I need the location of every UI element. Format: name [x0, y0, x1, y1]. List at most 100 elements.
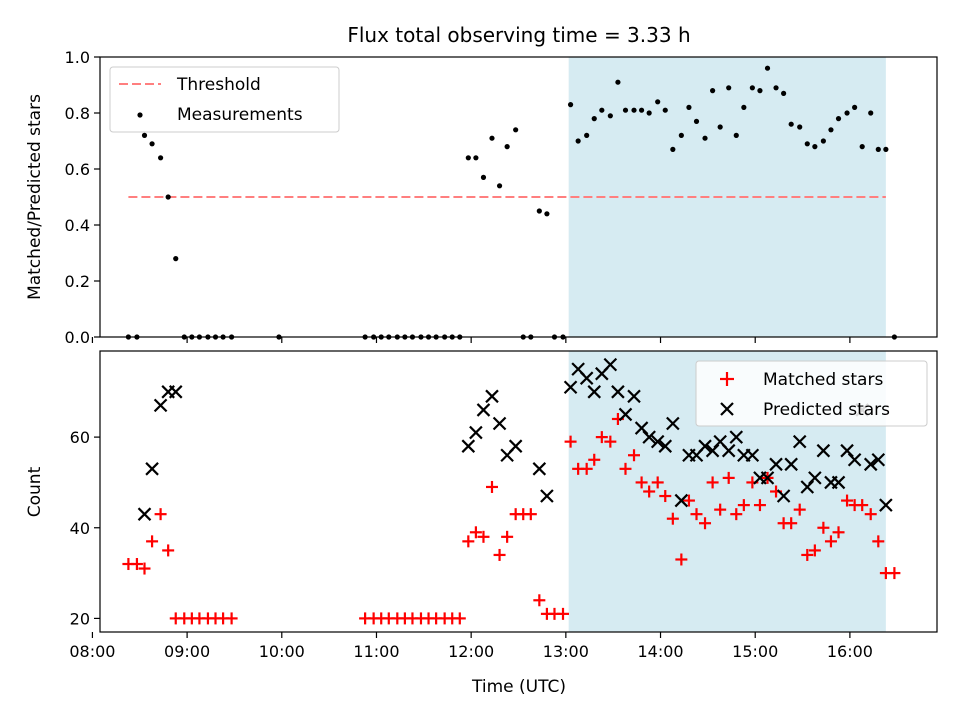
predicted-star-point — [469, 425, 483, 440]
predicted-star-point — [145, 462, 159, 476]
matched-star-point — [832, 526, 845, 539]
measurement-point — [844, 110, 850, 116]
y-tick-label: 1.0 — [65, 48, 90, 67]
measurement-point — [513, 127, 519, 133]
matched-star-point — [730, 508, 743, 521]
x-tick-label: 15:00 — [732, 642, 778, 661]
predicted-star-point — [508, 439, 523, 453]
matched-star-point — [817, 521, 830, 534]
matched-star-point — [666, 512, 679, 525]
predicted-star-point — [627, 389, 641, 404]
measurement-point — [702, 135, 708, 141]
matched-star-point — [808, 544, 821, 557]
matched-star-point — [872, 535, 885, 548]
predicted-star-point — [674, 493, 689, 508]
predicted-star-point — [863, 457, 878, 472]
x-tick-label: 08:00 — [69, 642, 115, 661]
matched-star-point — [753, 499, 766, 512]
top-legend-box — [109, 66, 340, 133]
predicted-star-point — [563, 380, 578, 395]
measurement-point — [686, 104, 692, 110]
measurement-point — [504, 144, 510, 150]
measurement-point — [599, 107, 605, 113]
y-tick-label: 0.2 — [65, 272, 90, 291]
predicted-star-point — [776, 489, 791, 503]
y-tick-label: 60 — [70, 428, 90, 447]
predicted-star-point — [579, 371, 594, 385]
measurement-point — [868, 110, 874, 116]
x-tick-label: 14:00 — [637, 642, 683, 661]
predicted-star-point — [729, 430, 744, 444]
predicted-star-point — [808, 471, 822, 485]
measurement-point — [693, 118, 700, 124]
matched-star-point — [722, 471, 735, 484]
predicted-star-point — [769, 457, 783, 472]
measurement-point — [615, 79, 621, 85]
bottom-legend: Matched stars Predicted stars — [695, 360, 928, 427]
predicted-star-point — [153, 398, 168, 413]
predicted-star-point — [532, 462, 547, 476]
matched-star-point — [801, 548, 814, 561]
y-tick-label: 0.8 — [65, 104, 90, 123]
matched-star-point — [225, 612, 238, 625]
matched-star-point — [162, 544, 175, 557]
measurement-point — [710, 88, 716, 94]
matched-star-point — [462, 535, 475, 548]
matched-star-point — [824, 535, 837, 548]
matched-star-point — [501, 530, 514, 543]
measurement-point — [757, 88, 763, 94]
predicted-star-point — [784, 457, 798, 472]
matched-star-point — [635, 476, 648, 489]
predicted-star-point — [168, 385, 183, 399]
measurement-point — [149, 141, 155, 147]
measurement-point — [662, 107, 668, 113]
measurement-point — [733, 132, 739, 138]
measurement-point — [764, 65, 771, 71]
measurement-point — [631, 107, 637, 113]
matched-star-point — [493, 548, 506, 561]
matched-star-point — [856, 499, 869, 512]
matched-star-point — [682, 494, 695, 507]
matched-star-point — [628, 449, 641, 462]
measurement-point — [726, 85, 732, 91]
matched-legend-label: Matched stars — [763, 370, 883, 390]
matched-star-point — [659, 490, 672, 503]
predicted-star-point — [650, 434, 665, 449]
measurement-point — [717, 124, 723, 130]
measurement-point — [496, 183, 503, 189]
y-tick-label: 0.6 — [65, 160, 90, 179]
matched-star-point — [785, 517, 798, 530]
predicted-star-point — [587, 385, 602, 399]
predicted-star-point — [603, 357, 618, 372]
predicted-star-point — [666, 416, 680, 431]
predicted-star-point — [461, 439, 476, 453]
measurement-point — [788, 121, 794, 127]
predicted-legend-swatch — [720, 402, 734, 416]
matched-star-point — [588, 453, 601, 466]
top-plot-frame — [99, 56, 938, 338]
predicted-star-point — [492, 416, 507, 431]
matched-star-point — [841, 494, 854, 507]
matched-star-point — [557, 607, 570, 620]
predicted-legend-label: Predicted stars — [763, 400, 890, 420]
measurement-point — [544, 211, 550, 217]
measurement-point — [678, 132, 684, 138]
matched-star-point — [485, 480, 498, 493]
predicted-star-point — [760, 471, 775, 485]
measurement-point — [465, 155, 471, 161]
measurement-point — [835, 116, 842, 122]
top-y-axis: 0.0 0.2 0.4 0.6 0.8 1.0 — [65, 48, 100, 347]
bottom-y-axis: 20 40 60 — [70, 428, 100, 628]
measurement-point — [797, 124, 803, 130]
predicted-star-point — [745, 448, 760, 463]
measurement-point — [804, 141, 810, 147]
measurement-point — [591, 116, 597, 122]
matched-star-point — [130, 558, 143, 571]
measurement-point — [536, 208, 542, 214]
measurement-point — [473, 155, 479, 161]
measurement-point — [480, 174, 487, 180]
x-axis-label: Time (UTC) — [471, 677, 566, 697]
predicted-star-point — [847, 452, 862, 467]
bottom-y-axis-label: Count — [25, 466, 45, 517]
matched-star-point — [888, 567, 901, 580]
